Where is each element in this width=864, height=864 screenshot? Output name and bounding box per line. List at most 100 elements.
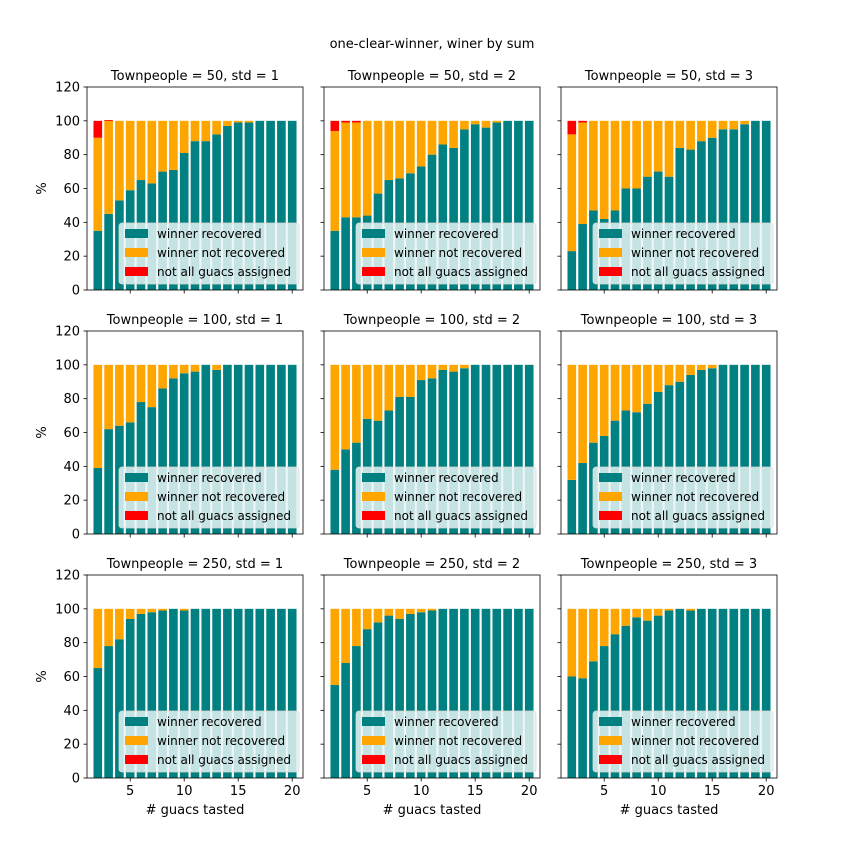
bar-recovered-x10 xyxy=(179,152,189,290)
legend-swatch-unassigned xyxy=(362,267,385,276)
bar-recovered-x11 xyxy=(190,141,200,290)
bar-not-recovered-x8 xyxy=(632,608,641,618)
bar-not-recovered-x10 xyxy=(179,120,189,153)
bar-recovered-x11 xyxy=(427,154,437,290)
subplot-4: 0 20 40 60 80 100 120 Townpeople = 100, std = 1… xyxy=(35,313,304,543)
bar-recovered-x12 xyxy=(675,381,685,534)
legend-swatch-not-recovered xyxy=(599,248,622,257)
bar-not-recovered-x6 xyxy=(373,364,383,421)
bar-recovered-x9 xyxy=(643,620,652,778)
bar-not-recovered-x4 xyxy=(115,608,124,640)
bar-recovered-x2 xyxy=(93,230,103,290)
bar-not-recovered-x9 xyxy=(169,364,178,379)
legend-swatch-recovered xyxy=(125,473,148,482)
bar-recovered-x17 xyxy=(255,608,265,778)
bar-recovered-x14 xyxy=(223,364,232,534)
bar-recovered-x6 xyxy=(136,613,146,778)
legend: winner recovered winner not recovered not … xyxy=(592,222,774,285)
bar-recovered-x3 xyxy=(341,449,350,534)
legend-swatch-not-recovered xyxy=(362,736,385,745)
subplot-title: Townpeople = 50, std = 3 xyxy=(584,69,753,84)
bar-not-recovered-x14 xyxy=(460,364,469,369)
bar-recovered-x11 xyxy=(664,610,674,778)
bar-recovered-x14 xyxy=(460,368,469,534)
legend-swatch-unassigned xyxy=(599,267,622,276)
bar-not-recovered-x8 xyxy=(395,608,404,619)
x-tick-label: 15 xyxy=(704,784,721,799)
x-axis-label: # guacs tasted xyxy=(383,803,482,818)
y-tick-label: 100 xyxy=(55,602,80,617)
bar-recovered-x10 xyxy=(416,380,426,534)
bar-recovered-x8 xyxy=(395,396,404,534)
legend-swatch-not-recovered xyxy=(125,248,148,257)
subplot-title: Townpeople = 50, std = 1 xyxy=(110,69,279,84)
bar-not-recovered-x15 xyxy=(707,364,717,369)
legend-box xyxy=(355,710,537,773)
bar-not-recovered-x2 xyxy=(330,608,340,685)
bar-recovered-x12 xyxy=(438,608,448,778)
y-tick-label: 60 xyxy=(63,670,80,685)
bar-not-recovered-x5 xyxy=(125,364,135,423)
x-tick-label: 5 xyxy=(363,784,371,799)
bar-not-recovered-x12 xyxy=(438,120,448,145)
bar-not-recovered-x10 xyxy=(416,364,426,381)
bar-not-recovered-x4 xyxy=(115,364,124,426)
bar-not-recovered-x8 xyxy=(632,120,641,189)
bar-recovered-x12 xyxy=(201,364,211,534)
bar-recovered-x20 xyxy=(524,608,534,778)
bars-group xyxy=(330,608,534,778)
bar-not-recovered-x5 xyxy=(125,120,135,191)
bar-recovered-x12 xyxy=(675,147,685,290)
bar-not-recovered-x18 xyxy=(740,120,749,125)
bar-recovered-x8 xyxy=(158,610,167,778)
bar-not-recovered-x2 xyxy=(93,364,103,469)
bar-not-recovered-x9 xyxy=(169,120,178,170)
bar-recovered-x10 xyxy=(179,610,189,778)
bar-recovered-x11 xyxy=(190,371,200,534)
y-tick-label: 100 xyxy=(55,114,80,129)
bar-recovered-x16 xyxy=(718,129,728,290)
bar-not-recovered-x11 xyxy=(664,120,674,177)
legend-label: winner recovered xyxy=(157,471,262,485)
bar-not-recovered-x11 xyxy=(664,608,674,611)
bar-recovered-x17 xyxy=(492,608,502,778)
bar-not-recovered-x9 xyxy=(406,608,415,614)
legend-box xyxy=(592,466,774,529)
bar-not-recovered-x10 xyxy=(653,364,663,392)
bar-recovered-x18 xyxy=(266,120,275,290)
bar-not-recovered-x9 xyxy=(643,120,652,177)
legend-label: winner not recovered xyxy=(157,734,285,748)
subplot-5: Townpeople = 100, std = 2 winner recovere… xyxy=(320,313,541,538)
bar-not-recovered-x7 xyxy=(384,364,394,411)
bar-recovered-x7 xyxy=(147,612,157,778)
subplot-title: Townpeople = 50, std = 2 xyxy=(347,69,516,84)
bar-recovered-x11 xyxy=(427,378,437,534)
bar-not-recovered-x8 xyxy=(158,364,167,389)
bar-recovered-x13 xyxy=(212,608,221,778)
bar-not-recovered-x3 xyxy=(578,364,587,463)
y-tick-label: 40 xyxy=(63,460,80,475)
bar-not-recovered-x4 xyxy=(115,120,124,201)
legend-swatch-not-recovered xyxy=(125,736,148,745)
x-tick-label: 20 xyxy=(521,784,538,799)
bar-recovered-x4 xyxy=(115,639,124,778)
subplot-title: Townpeople = 100, std = 1 xyxy=(106,313,283,328)
bar-not-recovered-x4 xyxy=(352,608,361,647)
bar-not-recovered-x6 xyxy=(136,364,146,403)
bar-unassigned-x3 xyxy=(104,119,113,121)
bar-recovered-x13 xyxy=(449,147,458,290)
bar-not-recovered-x12 xyxy=(201,120,211,142)
bar-recovered-x2 xyxy=(93,468,103,534)
bar-recovered-x13 xyxy=(449,371,458,534)
bar-unassigned-x2 xyxy=(567,120,577,135)
legend-label: winner recovered xyxy=(394,471,499,485)
bar-recovered-x10 xyxy=(416,612,426,778)
legend: winner recovered winner not recovered not … xyxy=(118,222,300,285)
bar-recovered-x9 xyxy=(169,608,178,778)
bar-recovered-x12 xyxy=(438,369,448,534)
bar-recovered-x7 xyxy=(621,625,631,778)
subplot-1: 0 20 40 60 80 100 120 Townpeople = 50, std = 1%… xyxy=(35,69,304,299)
legend-swatch-recovered xyxy=(362,473,385,482)
bar-recovered-x13 xyxy=(686,374,695,534)
